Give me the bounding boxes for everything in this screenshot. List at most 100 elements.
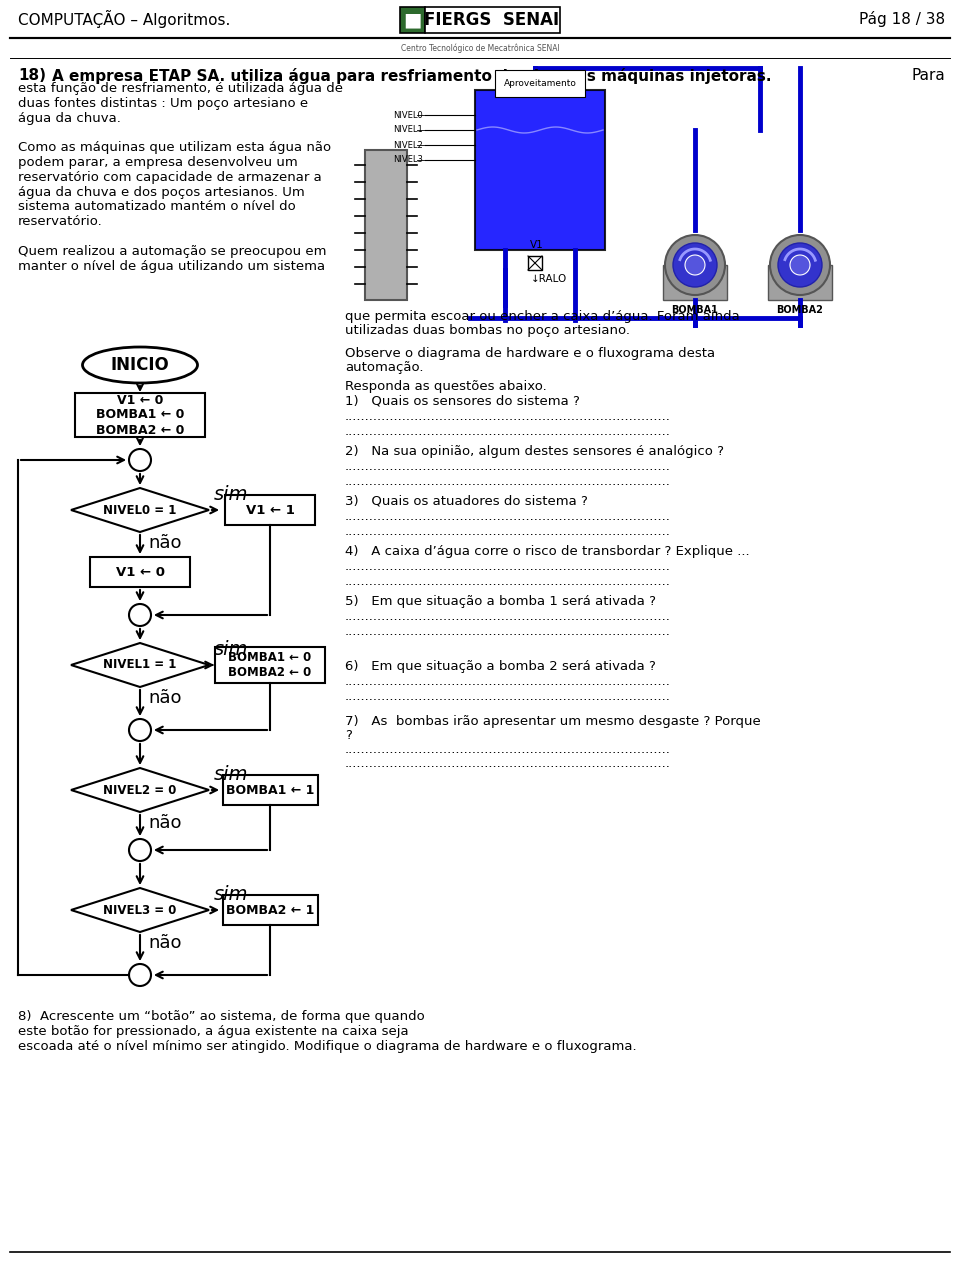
- Text: ↓RALO: ↓RALO: [531, 274, 567, 284]
- Text: este botão for pressionado, a água existente na caixa seja: este botão for pressionado, a água exist…: [18, 1025, 409, 1039]
- Circle shape: [129, 719, 151, 741]
- Text: A empresa ETAP SA. utiliza água para resfriamento de algumas máquinas injetoras.: A empresa ETAP SA. utiliza água para res…: [52, 68, 772, 85]
- Text: V1: V1: [530, 240, 543, 250]
- Text: Centro Tecnológico de Mecatrônica SENAI: Centro Tecnológico de Mecatrônica SENAI: [400, 43, 560, 53]
- Text: água da chuva e dos poços artesianos. Um: água da chuva e dos poços artesianos. Um: [18, 186, 304, 198]
- Text: BOMBA1 ← 1: BOMBA1 ← 1: [226, 784, 314, 796]
- Text: esta função de resfriamento, é utilizada água de: esta função de resfriamento, é utilizada…: [18, 82, 343, 95]
- Text: BOMBA2: BOMBA2: [777, 305, 824, 316]
- Bar: [75, 392, 205, 437]
- Bar: [425, 8, 560, 33]
- Text: ?: ?: [345, 729, 352, 742]
- Circle shape: [129, 449, 151, 471]
- Text: ■: ■: [403, 10, 421, 29]
- Text: ...............................................................................: ........................................…: [345, 461, 671, 473]
- Text: sim: sim: [214, 765, 249, 784]
- Text: Observe o diagrama de hardware e o fluxograma desta: Observe o diagrama de hardware e o fluxo…: [345, 347, 715, 360]
- Text: NIVEL3 = 0: NIVEL3 = 0: [104, 904, 177, 916]
- Text: INICIO: INICIO: [110, 356, 169, 374]
- Text: ...............................................................................: ........................................…: [345, 525, 671, 538]
- Bar: [90, 557, 190, 587]
- Text: ...............................................................................: ........................................…: [345, 575, 671, 588]
- Text: que permita escoar ou encher a caixa d’água. Foram ainda: que permita escoar ou encher a caixa d’á…: [345, 310, 740, 323]
- Text: Para: Para: [911, 68, 945, 83]
- Text: sim: sim: [214, 640, 249, 659]
- Text: COMPUTAÇÃO – Algoritmos.: COMPUTAÇÃO – Algoritmos.: [18, 10, 230, 28]
- Circle shape: [770, 235, 830, 295]
- Circle shape: [129, 839, 151, 861]
- Text: Aproveitamento: Aproveitamento: [504, 80, 576, 88]
- Text: reservatório.: reservatório.: [18, 216, 103, 228]
- Text: ...............................................................................: ........................................…: [345, 475, 671, 488]
- Polygon shape: [71, 644, 209, 687]
- Text: sim: sim: [214, 885, 249, 904]
- Text: escoada até o nível mínimo ser atingido. Modifique o diagrama de hardware e o fl: escoada até o nível mínimo ser atingido.…: [18, 1040, 636, 1053]
- Text: ...............................................................................: ........................................…: [345, 510, 671, 522]
- Circle shape: [673, 244, 717, 286]
- Text: BOMBA1: BOMBA1: [672, 305, 718, 316]
- Text: ...............................................................................: ........................................…: [345, 410, 671, 423]
- Bar: [475, 90, 605, 250]
- Circle shape: [665, 235, 725, 295]
- Text: ...............................................................................: ........................................…: [345, 425, 671, 438]
- Text: duas fontes distintas : Um poço artesiano e: duas fontes distintas : Um poço artesian…: [18, 97, 308, 110]
- Circle shape: [129, 604, 151, 626]
- Text: podem parar, a empresa desenvolveu um: podem parar, a empresa desenvolveu um: [18, 156, 298, 169]
- Text: NIVEL2 = 0: NIVEL2 = 0: [104, 784, 177, 796]
- Text: 7)   As  bombas irão apresentar um mesmo desgaste ? Porque: 7) As bombas irão apresentar um mesmo de…: [345, 716, 760, 728]
- Text: NIVEL2: NIVEL2: [394, 140, 423, 149]
- Text: manter o nível de água utilizando um sistema: manter o nível de água utilizando um sis…: [18, 260, 325, 273]
- Circle shape: [685, 255, 705, 275]
- Text: água da chuva.: água da chuva.: [18, 111, 121, 125]
- Bar: [223, 775, 318, 805]
- Text: não: não: [148, 689, 181, 707]
- Bar: [528, 256, 542, 270]
- Text: NIVEL1 = 1: NIVEL1 = 1: [104, 659, 177, 671]
- Text: ...............................................................................: ........................................…: [345, 757, 671, 770]
- Text: não: não: [148, 934, 181, 952]
- Text: Como as máquinas que utilizam esta água não: Como as máquinas que utilizam esta água …: [18, 141, 331, 154]
- Text: NIVEL0 = 1: NIVEL0 = 1: [104, 504, 177, 516]
- Text: V1 ← 0: V1 ← 0: [115, 565, 164, 578]
- Text: 18): 18): [18, 68, 46, 83]
- Text: 4)   A caixa d’água corre o risco de transbordar ? Explique ...: 4) A caixa d’água corre o risco de trans…: [345, 545, 750, 558]
- Circle shape: [790, 255, 810, 275]
- Bar: [223, 895, 318, 925]
- Polygon shape: [71, 888, 209, 933]
- Text: Quem realizou a automação se preocupou em: Quem realizou a automação se preocupou e…: [18, 245, 326, 257]
- Ellipse shape: [83, 347, 198, 382]
- Bar: [365, 150, 407, 300]
- Circle shape: [778, 244, 822, 286]
- Text: ...............................................................................: ........................................…: [345, 743, 671, 756]
- Text: NIVEL3: NIVEL3: [394, 155, 423, 164]
- Bar: [225, 495, 315, 525]
- Bar: [768, 265, 832, 300]
- Text: NIVEL1: NIVEL1: [394, 125, 423, 135]
- Text: 1)   Quais os sensores do sistema ?: 1) Quais os sensores do sistema ?: [345, 395, 580, 408]
- Text: V1 ← 1: V1 ← 1: [246, 504, 295, 516]
- Text: reservatório com capacidade de armazenar a: reservatório com capacidade de armazenar…: [18, 170, 322, 184]
- Text: sim: sim: [214, 485, 249, 504]
- Text: BOMBA1 ← 0
BOMBA2 ← 0: BOMBA1 ← 0 BOMBA2 ← 0: [228, 651, 312, 679]
- Text: Responda as questões abaixo.: Responda as questões abaixo.: [345, 380, 547, 392]
- Text: não: não: [148, 534, 181, 551]
- Text: 6)   Em que situação a bomba 2 será ativada ?: 6) Em que situação a bomba 2 será ativad…: [345, 660, 656, 673]
- Text: ...............................................................................: ........................................…: [345, 610, 671, 623]
- Circle shape: [129, 964, 151, 986]
- Bar: [400, 8, 425, 33]
- Text: 2)   Na sua opinião, algum destes sensores é analógico ?: 2) Na sua opinião, algum destes sensores…: [345, 445, 724, 458]
- Text: ...............................................................................: ........................................…: [345, 690, 671, 703]
- Text: Pág 18 / 38: Pág 18 / 38: [859, 11, 945, 27]
- Text: V1 ← 0
BOMBA1 ← 0
BOMBA2 ← 0: V1 ← 0 BOMBA1 ← 0 BOMBA2 ← 0: [96, 394, 184, 437]
- Text: não: não: [148, 814, 181, 832]
- Text: FIERGS  SENAI: FIERGS SENAI: [424, 11, 560, 29]
- Text: sistema automatizado mantém o nível do: sistema automatizado mantém o nível do: [18, 201, 296, 213]
- Text: 3)   Quais os atuadores do sistema ?: 3) Quais os atuadores do sistema ?: [345, 495, 588, 509]
- Polygon shape: [71, 488, 209, 533]
- Text: 5)   Em que situação a bomba 1 será ativada ?: 5) Em que situação a bomba 1 será ativad…: [345, 594, 656, 608]
- Text: 8)  Acrescente um “botão” ao sistema, de forma que quando: 8) Acrescente um “botão” ao sistema, de …: [18, 1010, 424, 1023]
- Text: NIVEL0: NIVEL0: [394, 111, 423, 120]
- Text: ...............................................................................: ........................................…: [345, 675, 671, 688]
- Text: ...............................................................................: ........................................…: [345, 625, 671, 639]
- Text: ...............................................................................: ........................................…: [345, 560, 671, 573]
